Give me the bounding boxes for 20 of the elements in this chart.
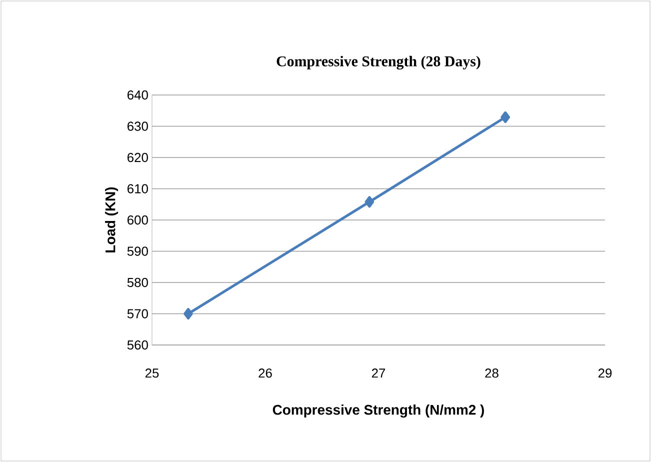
- x-tick-label: 29: [598, 368, 612, 378]
- y-tick-label: 590: [127, 246, 148, 256]
- x-axis-title: Compressive Strength (N/mm2 ): [272, 404, 484, 418]
- x-tick-label: 26: [258, 368, 272, 378]
- y-axis-title: Load (KN): [105, 187, 118, 252]
- x-tick-label: 25: [145, 368, 159, 378]
- chart-title: Compressive Strength (28 Days): [276, 56, 480, 70]
- y-tick-label: 560: [127, 340, 148, 350]
- point: [184, 308, 193, 320]
- y-tick-label: 580: [127, 278, 148, 288]
- y-tick-label: 630: [128, 122, 148, 131]
- y-tick-label: 610: [128, 184, 148, 194]
- y-tick-label: 570: [127, 309, 148, 318]
- x-tick-label: 28: [485, 368, 498, 378]
- x-tick-label: 27: [372, 368, 386, 378]
- point: [500, 111, 510, 123]
- y-tick-label: 640: [128, 90, 148, 100]
- point: [364, 196, 374, 208]
- y-tick-label: 620: [128, 152, 148, 162]
- y-tick-label: 600: [128, 215, 148, 225]
